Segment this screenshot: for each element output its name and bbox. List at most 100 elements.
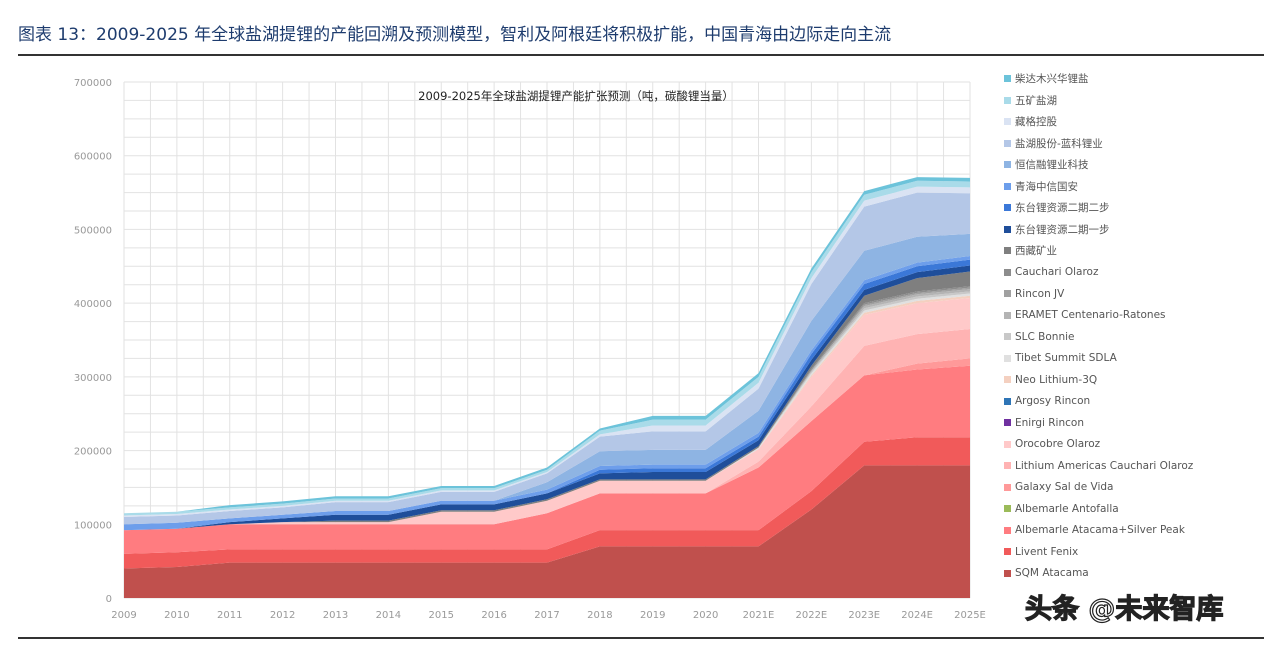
x-tick-label: 2012 bbox=[270, 610, 295, 621]
legend-item: Rincon JV bbox=[1004, 283, 1193, 305]
legend-swatch bbox=[1004, 462, 1011, 470]
legend-swatch bbox=[1004, 397, 1011, 405]
y-tick-label: 200000 bbox=[74, 447, 112, 458]
legend-label: Neo Lithium-3Q bbox=[1015, 373, 1098, 386]
legend-item: Orocobre Olaroz bbox=[1004, 434, 1193, 456]
bottom-rule bbox=[18, 637, 1264, 639]
legend-swatch bbox=[1004, 548, 1011, 556]
legend-item: ERAMET Centenario-Ratones bbox=[1004, 305, 1193, 327]
area-series-15 bbox=[124, 271, 970, 531]
legend-label: Tibet Summit SDLA bbox=[1015, 352, 1117, 365]
area-series-20 bbox=[124, 192, 970, 525]
x-tick-label: 2017 bbox=[534, 610, 559, 621]
legend-swatch bbox=[1004, 333, 1011, 341]
legend-label: 盐湖股份-蓝科锂业 bbox=[1015, 137, 1103, 150]
legend-label: 五矿盐湖 bbox=[1015, 94, 1057, 107]
legend-item: SLC Bonnie bbox=[1004, 326, 1193, 348]
legend-swatch bbox=[1004, 569, 1011, 577]
legend-item: Livent Fenix bbox=[1004, 541, 1193, 563]
legend-swatch bbox=[1004, 204, 1011, 212]
area-series-19 bbox=[124, 233, 970, 525]
y-tick-label: 700000 bbox=[74, 78, 112, 89]
x-tick-label: 2011 bbox=[217, 610, 242, 621]
legend-item: SQM Atacama bbox=[1004, 563, 1193, 585]
legend-swatch bbox=[1004, 268, 1011, 276]
legend-item: 西藏矿业 bbox=[1004, 240, 1193, 262]
legend-swatch bbox=[1004, 161, 1011, 169]
y-tick-label: 400000 bbox=[74, 299, 112, 310]
legend-item: 五矿盐湖 bbox=[1004, 90, 1193, 112]
legend-label: SLC Bonnie bbox=[1015, 330, 1075, 343]
legend: 柴达木兴华锂盐 五矿盐湖藏格控股盐湖股份-蓝科锂业 恒信融锂业科技 青海中信国安东台锂… bbox=[1004, 68, 1193, 584]
legend-swatch bbox=[1004, 483, 1011, 491]
legend-item: Albemarle Antofalla bbox=[1004, 498, 1193, 520]
watermark: 头条 @未来智库 bbox=[1024, 593, 1224, 625]
legend-item: Tibet Summit SDLA bbox=[1004, 348, 1193, 370]
legend-item: Argosy Rincon bbox=[1004, 391, 1193, 413]
legend-label: 东台锂资源二期二步 bbox=[1015, 202, 1110, 215]
legend-item: Neo Lithium-3Q bbox=[1004, 369, 1193, 391]
legend-label: 东台锂资源二期一步 bbox=[1015, 223, 1110, 236]
legend-label: Enirgi Rincon bbox=[1015, 416, 1084, 429]
x-tick-label: 2020 bbox=[693, 610, 718, 621]
legend-swatch bbox=[1004, 118, 1011, 126]
legend-label: Orocobre Olaroz bbox=[1015, 438, 1101, 451]
legend-item: Lithium Americas Cauchari Olaroz bbox=[1004, 455, 1193, 477]
legend-item: 青海中信国安 bbox=[1004, 176, 1193, 198]
x-tick-label: 2016 bbox=[481, 610, 506, 621]
legend-label: ERAMET Centenario-Ratones bbox=[1015, 309, 1166, 322]
x-tick-label: 2014 bbox=[376, 610, 401, 621]
legend-item: 东台锂资源二期一步 bbox=[1004, 219, 1193, 241]
legend-swatch bbox=[1004, 182, 1011, 190]
y-tick-label: 300000 bbox=[74, 373, 112, 384]
legend-swatch bbox=[1004, 290, 1011, 298]
legend-label: 西藏矿业 bbox=[1015, 245, 1057, 258]
legend-item: Galaxy Sal de Vida bbox=[1004, 477, 1193, 499]
x-tick-label: 2019 bbox=[640, 610, 665, 621]
legend-swatch bbox=[1004, 505, 1011, 513]
legend-item: Albemarle Atacama+Silver Peak bbox=[1004, 520, 1193, 542]
area-series-0 bbox=[124, 465, 970, 598]
legend-label: Albemarle Antofalla bbox=[1015, 502, 1119, 515]
x-tick-label: 2022E bbox=[795, 610, 827, 621]
legend-label: 恒信融锂业科技 bbox=[1015, 159, 1089, 172]
legend-swatch bbox=[1004, 376, 1011, 384]
legend-swatch bbox=[1004, 139, 1011, 147]
x-tick-label: 2013 bbox=[323, 610, 348, 621]
legend-label: 青海中信国安 bbox=[1015, 180, 1078, 193]
y-tick-label: 100000 bbox=[74, 520, 112, 531]
legend-item: Enirgi Rincon bbox=[1004, 412, 1193, 434]
legend-item: 东台锂资源二期二步 bbox=[1004, 197, 1193, 219]
legend-swatch bbox=[1004, 354, 1011, 362]
chart-title: 2009-2025年全球盐湖提锂产能扩张预测（吨，碳酸锂当量） bbox=[418, 89, 734, 103]
legend-label: Lithium Americas Cauchari Olaroz bbox=[1015, 459, 1194, 472]
legend-item: 恒信融锂业科技 bbox=[1004, 154, 1193, 176]
legend-item: 柴达木兴华锂盐 bbox=[1004, 68, 1193, 90]
legend-label: Rincon JV bbox=[1015, 287, 1065, 300]
legend-swatch bbox=[1004, 247, 1011, 255]
y-tick-label: 600000 bbox=[74, 152, 112, 163]
x-tick-label: 2009 bbox=[111, 610, 136, 621]
figure-caption: 图表 13：2009-2025 年全球盐湖提锂的产能回溯及预测模型，智利及阿根廷… bbox=[18, 25, 892, 45]
y-tick-label: 0 bbox=[106, 594, 112, 605]
area-series-5 bbox=[124, 328, 970, 531]
legend-swatch bbox=[1004, 75, 1011, 83]
legend-label: Argosy Rincon bbox=[1015, 395, 1091, 408]
legend-label: Albemarle Atacama+Silver Peak bbox=[1015, 524, 1185, 537]
x-tick-label: 2010 bbox=[164, 610, 189, 621]
legend-swatch bbox=[1004, 419, 1011, 427]
x-tick-label: 2023E bbox=[848, 610, 880, 621]
x-tick-label: 2021E bbox=[743, 610, 775, 621]
x-tick-label: 2024E bbox=[901, 610, 933, 621]
legend-swatch bbox=[1004, 440, 1011, 448]
legend-item: 盐湖股份-蓝科锂业 bbox=[1004, 133, 1193, 155]
top-rule bbox=[18, 54, 1264, 56]
legend-label: 柴达木兴华锂盐 bbox=[1015, 73, 1089, 86]
legend-swatch bbox=[1004, 96, 1011, 104]
legend-item: 藏格控股 bbox=[1004, 111, 1193, 133]
legend-label: Livent Fenix bbox=[1015, 545, 1079, 558]
x-tick-label: 2018 bbox=[587, 610, 612, 621]
legend-label: 藏格控股 bbox=[1015, 116, 1057, 129]
legend-label: Cauchari Olaroz bbox=[1015, 266, 1099, 279]
